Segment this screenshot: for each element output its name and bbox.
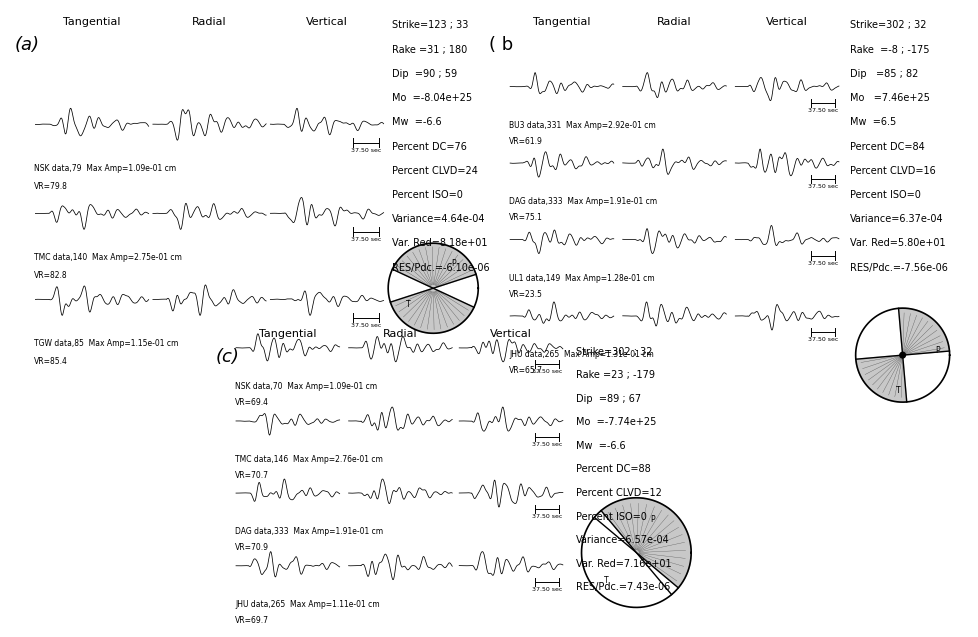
Text: JHU data,265  Max Amp=1.11e-01 cm: JHU data,265 Max Amp=1.11e-01 cm [235,600,379,609]
Text: Tangential: Tangential [64,17,120,27]
Text: P: P [451,259,456,268]
Text: Var. Red=5.80e+01: Var. Red=5.80e+01 [849,238,945,248]
Text: 37.50 sec: 37.50 sec [531,442,561,447]
Text: P: P [935,346,939,355]
Text: Percent ISO=0: Percent ISO=0 [575,512,645,522]
Text: 37.50 sec: 37.50 sec [350,237,380,242]
Text: VR=70.7: VR=70.7 [235,471,269,480]
Text: 37.50 sec: 37.50 sec [531,514,561,519]
Text: Percent CLVD=16: Percent CLVD=16 [849,166,935,176]
Text: VR=85.4: VR=85.4 [34,357,68,366]
Text: Var. Red=8.18e+01: Var. Red=8.18e+01 [391,238,487,248]
Text: RES/Pdc.=7.43e-06: RES/Pdc.=7.43e-06 [575,582,669,592]
Text: VR=70.9: VR=70.9 [235,543,269,552]
Text: Variance=4.64e-04: Variance=4.64e-04 [391,214,485,224]
Text: Dip  =89 ; 67: Dip =89 ; 67 [575,394,641,404]
Text: 37.50 sec: 37.50 sec [350,323,380,328]
Text: Radial: Radial [192,17,227,27]
Text: RES/Pdc.=-6.10e-06: RES/Pdc.=-6.10e-06 [391,262,489,273]
Text: Radial: Radial [656,17,691,27]
Text: ( b: ( b [489,36,513,54]
Text: Mo  =-7.74e+25: Mo =-7.74e+25 [575,417,655,427]
Text: TGW data,85  Max Amp=1.15e-01 cm: TGW data,85 Max Amp=1.15e-01 cm [34,339,178,348]
Text: (c): (c) [215,348,239,366]
Text: 37.50 sec: 37.50 sec [531,369,561,374]
Text: Rake  =-8 ; -175: Rake =-8 ; -175 [849,45,928,55]
Text: Dip  =90 ; 59: Dip =90 ; 59 [391,69,457,79]
Text: Strike=123 ; 33: Strike=123 ; 33 [391,20,467,31]
Text: Percent CLVD=24: Percent CLVD=24 [391,166,477,176]
Text: Mo  =-8.04e+25: Mo =-8.04e+25 [391,93,471,103]
Text: Mw  =6.5: Mw =6.5 [849,117,895,127]
Text: Mo   =7.46e+25: Mo =7.46e+25 [849,93,929,103]
Text: Strike=302 ; 32: Strike=302 ; 32 [575,347,651,357]
Text: BU3 data,331  Max Amp=2.92e-01 cm: BU3 data,331 Max Amp=2.92e-01 cm [509,121,655,130]
Text: DAG data,333  Max Amp=1.91e-01 cm: DAG data,333 Max Amp=1.91e-01 cm [509,197,656,206]
Text: TMC data,146  Max Amp=2.76e-01 cm: TMC data,146 Max Amp=2.76e-01 cm [235,455,382,464]
Text: VR=75.1: VR=75.1 [509,213,543,222]
Text: T: T [603,575,608,585]
Text: UL1 data,149  Max Amp=1.28e-01 cm: UL1 data,149 Max Amp=1.28e-01 cm [509,274,654,283]
Text: P: P [649,515,654,524]
Text: Percent ISO=0: Percent ISO=0 [849,190,919,200]
Text: Percent DC=88: Percent DC=88 [575,464,649,475]
Text: VR=23.5: VR=23.5 [509,290,543,299]
Polygon shape [898,308,949,355]
Text: Radial: Radial [382,329,418,340]
Polygon shape [390,288,473,333]
Polygon shape [392,243,475,288]
Text: Vertical: Vertical [306,17,347,27]
Text: Tangential: Tangential [533,17,590,27]
Text: Var. Red=7.16e+01: Var. Red=7.16e+01 [575,559,671,569]
Text: Tangential: Tangential [259,329,316,340]
Text: 37.50 sec: 37.50 sec [350,148,380,153]
Text: NSK data,79  Max Amp=1.09e-01 cm: NSK data,79 Max Amp=1.09e-01 cm [34,164,176,173]
Text: Dip   =85 ; 82: Dip =85 ; 82 [849,69,917,79]
Text: VR=65.7: VR=65.7 [509,366,543,375]
Text: Mw  =-6.6: Mw =-6.6 [391,117,441,127]
Text: RES/Pdc.=-7.56e-06: RES/Pdc.=-7.56e-06 [849,262,947,273]
Circle shape [899,352,905,358]
Text: DAG data,333  Max Amp=1.91e-01 cm: DAG data,333 Max Amp=1.91e-01 cm [235,527,382,536]
Text: Vertical: Vertical [490,329,531,340]
Text: Percent CLVD=12: Percent CLVD=12 [575,488,661,498]
Text: Variance=6.37e-04: Variance=6.37e-04 [849,214,943,224]
Text: Percent ISO=0: Percent ISO=0 [391,190,462,200]
Polygon shape [855,355,906,402]
Text: VR=79.8: VR=79.8 [34,182,68,190]
Text: (a): (a) [15,36,40,54]
Text: VR=69.7: VR=69.7 [235,616,269,625]
Text: T: T [895,386,900,395]
Text: Rake =23 ; -179: Rake =23 ; -179 [575,370,654,380]
Text: 37.50 sec: 37.50 sec [807,261,837,266]
Text: NSK data,70  Max Amp=1.09e-01 cm: NSK data,70 Max Amp=1.09e-01 cm [235,382,377,391]
Text: 37.50 sec: 37.50 sec [531,587,561,592]
Text: VR=69.4: VR=69.4 [235,398,269,407]
Text: 37.50 sec: 37.50 sec [807,337,837,342]
Text: TMC data,140  Max Amp=2.75e-01 cm: TMC data,140 Max Amp=2.75e-01 cm [34,253,182,262]
Polygon shape [600,497,690,588]
Text: 37.50 sec: 37.50 sec [807,184,837,189]
Text: T: T [406,299,411,308]
Text: Mw  =-6.6: Mw =-6.6 [575,441,625,451]
Text: VR=82.8: VR=82.8 [34,271,67,280]
Text: VR=61.9: VR=61.9 [509,137,543,146]
Text: JHU data,265  Max Amp=1.31e-01 cm: JHU data,265 Max Amp=1.31e-01 cm [509,350,653,359]
Text: Strike=302 ; 32: Strike=302 ; 32 [849,20,925,31]
Text: Variance=6.57e-04: Variance=6.57e-04 [575,535,669,545]
Text: Percent DC=76: Percent DC=76 [391,141,466,152]
Text: Percent DC=84: Percent DC=84 [849,141,923,152]
Text: Rake =31 ; 180: Rake =31 ; 180 [391,45,467,55]
Text: Vertical: Vertical [766,17,807,27]
Text: 37.50 sec: 37.50 sec [807,108,837,113]
